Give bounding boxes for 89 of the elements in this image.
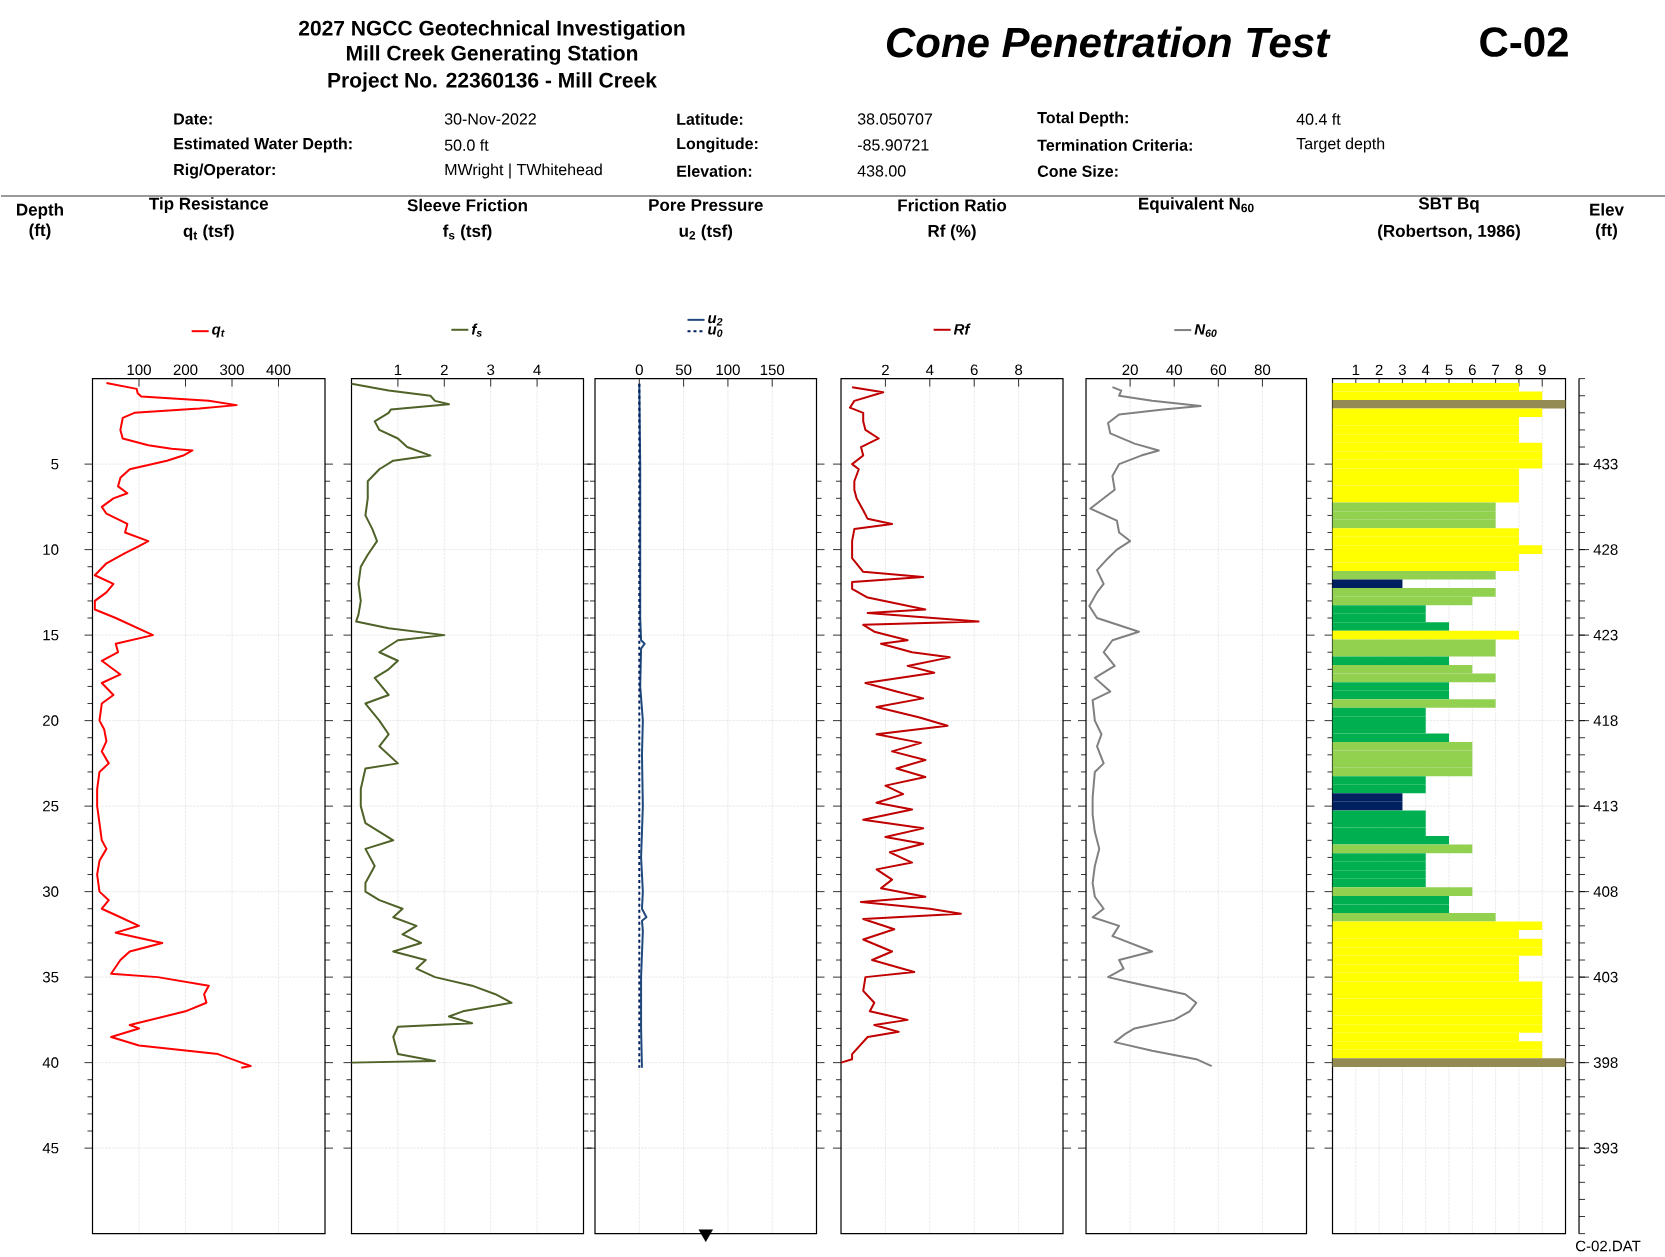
text: 50.0 ft [444,139,489,151]
x-tick-label: 2 [881,364,889,376]
x-tick-label: 4 [925,364,934,376]
text: 418 [1593,715,1618,726]
text: Rig/Operator: [174,163,275,179]
legend-label: Rf [953,323,971,335]
y-tick-label: 5 [51,458,59,470]
text: Elevation: [677,165,752,177]
text: C-02 [1480,27,1568,57]
x-tick-label: 6 [970,364,978,376]
x-tick-label: 8 [1515,364,1523,376]
x-tick-label: 6 [1468,364,1476,376]
text: 428 [1593,544,1618,555]
text: -85.90721 [857,139,929,151]
y2-axis-title: Elev (ft) [1590,203,1624,240]
text: 438.00 [857,165,906,177]
text: 38.050707 [857,113,933,125]
x-tick-label: 200 [173,364,198,376]
chart-title: Tip Resistance [149,197,268,213]
text: C-02.DAT [1575,1240,1641,1252]
text: Total Depth: [1037,111,1128,127]
x-tick-label: 4 [533,364,541,376]
x-tick-label: 40 [1166,364,1182,376]
text: Project No. 22360136 - Mill Creek [328,72,657,92]
y-tick-label: 15 [43,629,59,641]
text: 403 [1593,971,1618,983]
x-tick-label: 7 [1492,364,1500,376]
y-tick-label: 40 [42,1057,59,1068]
chart-title: Friction Ratio [898,198,1007,212]
x-tick-label: 50 [675,364,692,376]
x-tick-label: 150 [760,364,785,376]
x-tick-label: 100 [127,364,151,376]
x-axis-title: Rf (%) [928,224,976,241]
chart-title: Sleeve Friction [407,198,527,212]
x-tick-label: 400 [266,364,291,376]
legend-label: u$_{2}$ [708,315,723,326]
x-axis-title: f$_{s}$ (tsf) [443,224,492,241]
x-tick-label: 9 [1538,364,1546,376]
x-tick-label: 3 [1398,364,1406,376]
x-tick-label: 3 [487,364,495,376]
text: Mill Creek Generating Station [346,45,638,65]
text: Latitude: [677,113,743,125]
x-axis-title: u$_{2}$ (tsf) [679,224,733,241]
x-tick-label: 20 [1122,364,1138,376]
text: 423 [1593,629,1618,641]
text: 398 [1593,1057,1618,1068]
text: 433 [1593,458,1618,470]
text: Estimated Water Depth: [174,137,352,153]
legend-label: q$_{t}$ [212,326,225,338]
text: 393 [1593,1142,1618,1154]
x-tick-label: 60 [1210,364,1227,376]
x-axis-title: q$_{t}$ (tsf) [183,224,234,241]
y-tick-label: 35 [42,971,59,983]
x-tick-label: 5 [1445,364,1453,376]
x-tick-label: 300 [220,364,244,376]
text: Cone Penetration Test [886,26,1331,58]
chart-title: SBT Bq [1418,197,1479,213]
text: Termination Criteria: [1037,139,1192,151]
x-tick-label: 2 [440,364,448,376]
text: MWright | TWhitehead [445,163,602,179]
x-tick-label: 4 [1421,364,1430,376]
x-tick-label: 1 [1352,364,1360,376]
x-tick-label: 0 [635,364,643,376]
legend-label: N$_{60}$ [1194,324,1217,337]
y-tick-label: 30 [42,886,59,897]
x-tick-label: 80 [1254,364,1271,376]
text: 413 [1593,800,1618,812]
text: 30-Nov-2022 [444,113,536,125]
y-tick-label: 25 [43,800,59,812]
x-tick-label: 100 [716,364,740,376]
chart-title: Pore Pressure [649,199,763,211]
y-tick-label: 45 [42,1142,59,1154]
chart-title: Equivalent N$_{60}$ [1139,197,1254,213]
text: 40.4 ft [1296,113,1341,125]
text: 2027 NGCC Geotechnical Investigation [299,20,685,40]
legend-label: u$_{0}$ [708,326,723,337]
legend-label: f$_{s}$ [471,323,482,337]
text: 408 [1593,886,1618,897]
text: Date: [174,113,212,125]
x-tick-label: 1 [394,364,402,376]
x-axis-title: (Robertson, 1986) [1378,224,1520,241]
y-tick-label: 20 [43,715,59,726]
y-tick-label: 10 [43,544,59,555]
x-tick-label: 2 [1375,364,1383,376]
text: Longitude: [677,137,758,153]
x-tick-label: 8 [1015,364,1023,376]
text: Cone Size: [1037,165,1118,177]
y-axis-title: Depth (ft) [17,203,63,240]
text: Target depth [1296,137,1385,153]
